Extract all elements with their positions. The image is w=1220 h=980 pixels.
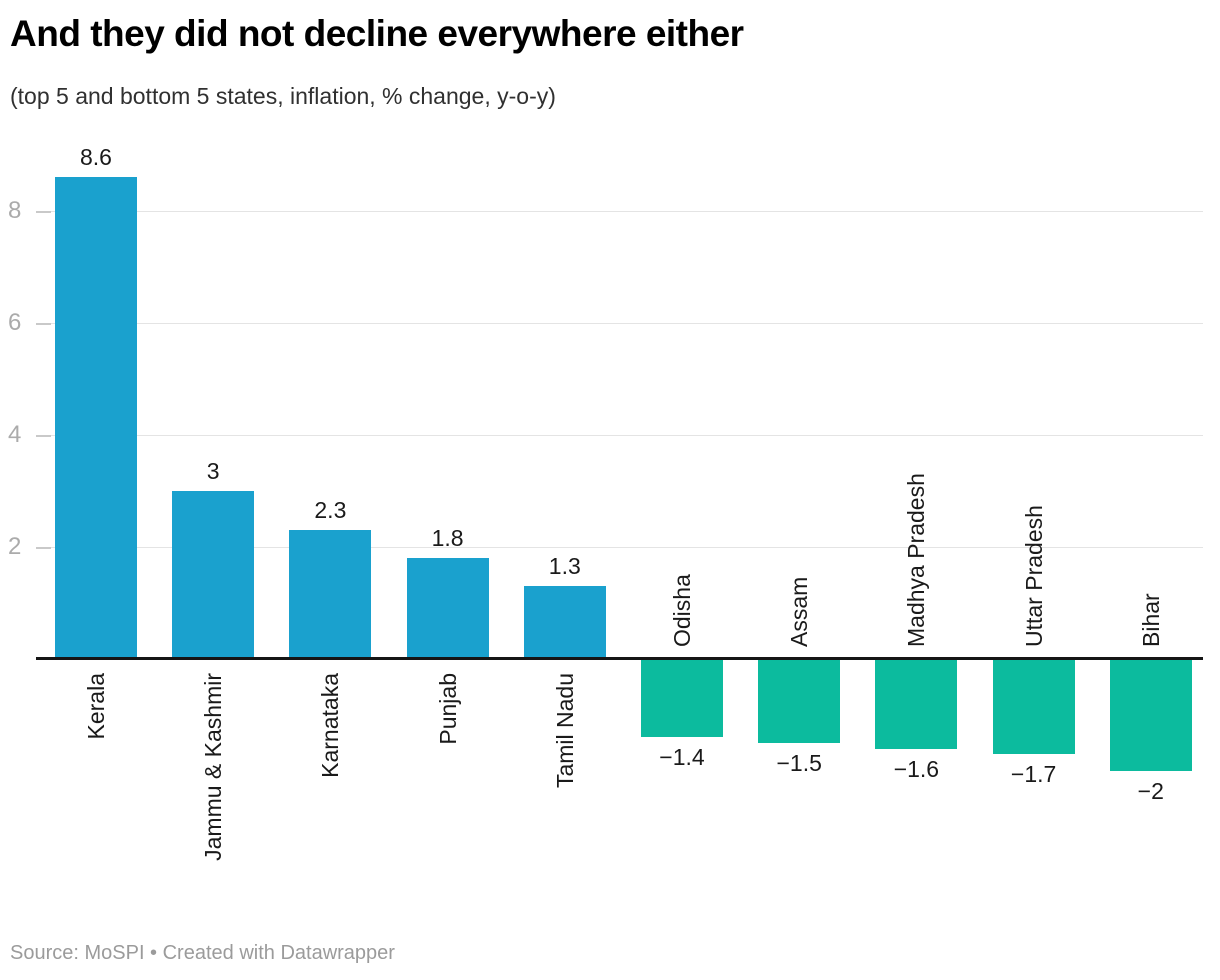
bar-kerala[interactable] bbox=[55, 177, 137, 659]
state-label: Kerala bbox=[83, 673, 109, 740]
value-label: 8.6 bbox=[80, 144, 112, 171]
value-label: −1.5 bbox=[776, 750, 822, 776]
state-label: Bihar bbox=[1137, 593, 1164, 647]
value-label: −1.7 bbox=[1010, 761, 1057, 788]
y-tick-mark bbox=[36, 210, 51, 213]
state-label: Madhya Pradesh bbox=[903, 473, 930, 647]
value-label: 1.3 bbox=[548, 553, 581, 580]
y-gridline bbox=[36, 211, 1203, 212]
y-gridline bbox=[36, 435, 1203, 436]
y-axis-tick-label: 2 bbox=[8, 533, 22, 560]
y-axis-tick-label: 6 bbox=[8, 309, 22, 336]
bar-punjab[interactable] bbox=[406, 558, 489, 659]
value-label: −1.4 bbox=[659, 744, 705, 771]
y-tick-mark bbox=[36, 546, 51, 549]
bar-tamil-nadu[interactable] bbox=[523, 586, 606, 659]
bar-jammu-kashmir[interactable] bbox=[172, 491, 255, 659]
bar-madhya-pradesh[interactable] bbox=[875, 659, 958, 749]
bar-bihar[interactable] bbox=[1109, 659, 1192, 771]
state-label: Assam bbox=[786, 576, 813, 647]
y-tick-mark bbox=[36, 322, 51, 325]
state-label: Tamil Nadu bbox=[551, 673, 578, 789]
state-label: Odisha bbox=[669, 574, 695, 647]
chart-title: And they did not decline everywhere eith… bbox=[10, 13, 744, 54]
bar-karnataka[interactable] bbox=[289, 530, 372, 659]
state-label: Karnataka bbox=[317, 673, 344, 778]
y-axis-tick-label: 8 bbox=[8, 197, 22, 224]
y-gridline bbox=[36, 547, 1203, 548]
state-label: Jammu & Kashmir bbox=[200, 673, 227, 861]
y-gridline bbox=[36, 323, 1203, 324]
bar-odisha[interactable] bbox=[641, 659, 723, 738]
source-note: Source: MoSPI • Created with Datawrapper bbox=[10, 942, 395, 964]
y-axis-tick-label: 4 bbox=[8, 421, 22, 448]
value-label: −1.6 bbox=[893, 755, 940, 782]
bar-uttar-pradesh[interactable] bbox=[992, 659, 1075, 755]
y-tick-mark bbox=[36, 434, 51, 437]
value-label: −2 bbox=[1137, 778, 1164, 804]
value-label: 1.8 bbox=[431, 525, 464, 552]
bar-assam[interactable] bbox=[758, 659, 841, 743]
value-label: 2.3 bbox=[314, 497, 347, 524]
state-label: Uttar Pradesh bbox=[1020, 505, 1047, 647]
value-label: 3 bbox=[206, 458, 220, 484]
chart-subtitle: (top 5 and bottom 5 states, inflation, %… bbox=[10, 83, 556, 109]
x-axis-baseline bbox=[36, 657, 1203, 660]
state-label: Punjab bbox=[434, 673, 461, 745]
